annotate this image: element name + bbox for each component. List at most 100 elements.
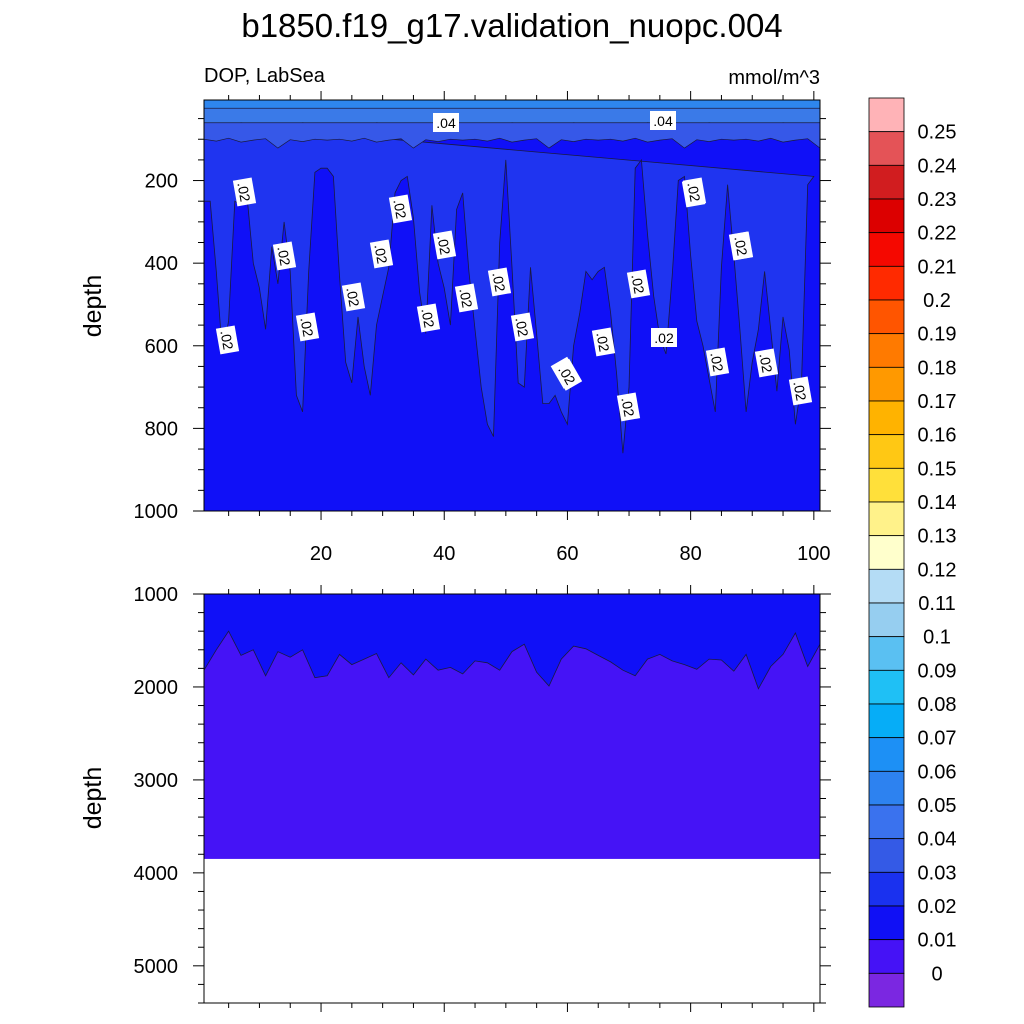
contour-label-group: .02 — [754, 348, 779, 378]
contour-label-group: .02 — [487, 267, 512, 297]
colorbar-swatch — [868, 972, 905, 1008]
contour-label-group: .02 — [369, 239, 394, 269]
colorbar-tick-label: 0.05 — [918, 795, 957, 817]
y-tick-label: 5000 — [134, 956, 179, 978]
contour-label-group: .02 — [416, 303, 441, 333]
colorbar-swatch — [868, 232, 905, 267]
colorbar-tick-label: 0.04 — [918, 829, 957, 851]
colorbar-swatch — [868, 905, 905, 941]
y-tick-label: 1000 — [134, 584, 179, 606]
contour-label-box — [591, 327, 616, 357]
contour-label-box — [616, 392, 641, 422]
contour-label-box — [651, 328, 677, 347]
contour-label: .02 — [618, 396, 637, 418]
colorbar-swatch — [868, 703, 905, 739]
contour-label: .02 — [628, 273, 647, 295]
surface-band — [204, 100, 820, 104]
x-tick-label: 100 — [797, 543, 830, 565]
colorbar-swatch — [868, 400, 905, 436]
colorbar-tick-label: 0.23 — [918, 189, 957, 211]
y-tick-label: 600 — [145, 336, 178, 358]
colorbar-swatch — [868, 602, 905, 638]
colorbar-tick-label: 0.13 — [918, 526, 957, 548]
y-tick-label: 4000 — [134, 863, 179, 885]
contour-label-box — [682, 177, 707, 207]
contour-label-box — [626, 269, 651, 299]
colorbar-tick-label: 0.2 — [923, 290, 951, 312]
contour-label: .02 — [297, 316, 316, 338]
contour-label-group: .02 — [651, 328, 677, 347]
colorbar-swatch — [868, 871, 905, 907]
colorbar-tick-label: 0.25 — [918, 122, 957, 144]
contour-label: .02 — [756, 352, 775, 374]
contour-label-group: .02 — [295, 312, 320, 342]
contour-label: .02 — [434, 234, 453, 256]
upper-panel: .04 .04 .02 .02 .02 .02 .02 .02 .02 .02 .02 .02 .02.… — [79, 91, 831, 565]
colorbar-tick-label: 0.18 — [918, 357, 957, 379]
y-tick-label: 2000 — [134, 677, 179, 699]
contour-label-group: .04 — [650, 111, 676, 130]
colorbar-tick-label: 0.16 — [918, 425, 957, 447]
colorbar-tick-label: 0.09 — [918, 660, 957, 682]
contour-label-box — [416, 303, 441, 333]
colorbar-swatch — [868, 501, 905, 537]
contour-label-group: .02 — [388, 194, 413, 224]
y-tick-label: 400 — [145, 253, 178, 275]
contour-label-group: .02 — [788, 376, 813, 406]
colorbar-tick-label: 0.17 — [918, 391, 957, 413]
contour-label-group: .02 — [552, 358, 583, 391]
band-0.02-0.03 — [203, 122, 815, 454]
colorbar-tick-label: 0.11 — [918, 593, 955, 615]
colorbar-swatch — [868, 939, 905, 974]
colorbar-swatch — [868, 770, 905, 806]
colorbar-swatch — [868, 804, 905, 840]
contour-label: .02 — [593, 331, 612, 353]
contour-label-box — [454, 283, 479, 313]
units-label: mmol/m^3 — [728, 67, 820, 89]
colorbar-tick-label: 0.14 — [918, 492, 957, 514]
colorbar-swatch — [868, 636, 905, 671]
contour-label: .02 — [456, 287, 475, 309]
colorbar: 0.25 0.24 0.23 0.22 0.21 0.2 0.19 0.18 0.17 0.16 0… — [868, 97, 957, 1008]
colorbar-tick-label: 0.24 — [918, 155, 957, 177]
contour-label-group: .02 — [432, 230, 457, 260]
contour-label-group: .02 — [729, 231, 754, 261]
contour-label-group: .02 — [232, 177, 257, 207]
colorbar-tick-label: 0.07 — [918, 728, 957, 750]
contour-label-box — [552, 358, 583, 391]
colorbar-tick-label: 0 — [931, 963, 942, 985]
contour-label-group: .02 — [682, 177, 707, 207]
y-tick-label: 800 — [145, 418, 178, 440]
contour-label: .02 — [390, 198, 409, 220]
x-tick-label: 20 — [310, 543, 332, 565]
contour-label-box — [433, 113, 459, 132]
colorbar-swatch — [868, 737, 905, 772]
contour-label-box — [341, 282, 366, 312]
contour-label-box — [388, 194, 413, 224]
contour-label: .02 — [217, 329, 236, 351]
contour-label-box — [232, 177, 257, 207]
band-0.01-0.02 — [203, 593, 821, 690]
contour-label-group: .02 — [272, 241, 297, 271]
lower-panel: 1000 2000 3000 4000 5000 depth — [79, 584, 831, 1012]
colorbar-tick-label: 0.01 — [918, 930, 957, 952]
colorbar-tick-label: 0.19 — [918, 324, 957, 346]
y-axis-label: depth — [79, 767, 107, 830]
colorbar-swatch — [868, 838, 905, 873]
colorbar-swatch — [868, 97, 905, 133]
x-tick-label: 40 — [433, 543, 455, 565]
contour-label-box — [754, 348, 779, 378]
contour-label: .02 — [489, 271, 508, 293]
contour-label: .02 — [234, 181, 253, 203]
colorbar-tick-label: 0.15 — [918, 458, 957, 480]
contour-label-box — [295, 312, 320, 342]
colorbar-swatch — [868, 434, 905, 469]
colorbar-tick-label: 0.08 — [918, 694, 957, 716]
contour-label: .04 — [436, 115, 456, 131]
y-tick-label: 1000 — [134, 501, 179, 523]
contour-label-group: .02 — [215, 325, 240, 355]
contour-label-box — [215, 325, 240, 355]
contour-label: .02 — [707, 351, 726, 373]
colorbar-swatch — [868, 198, 905, 234]
